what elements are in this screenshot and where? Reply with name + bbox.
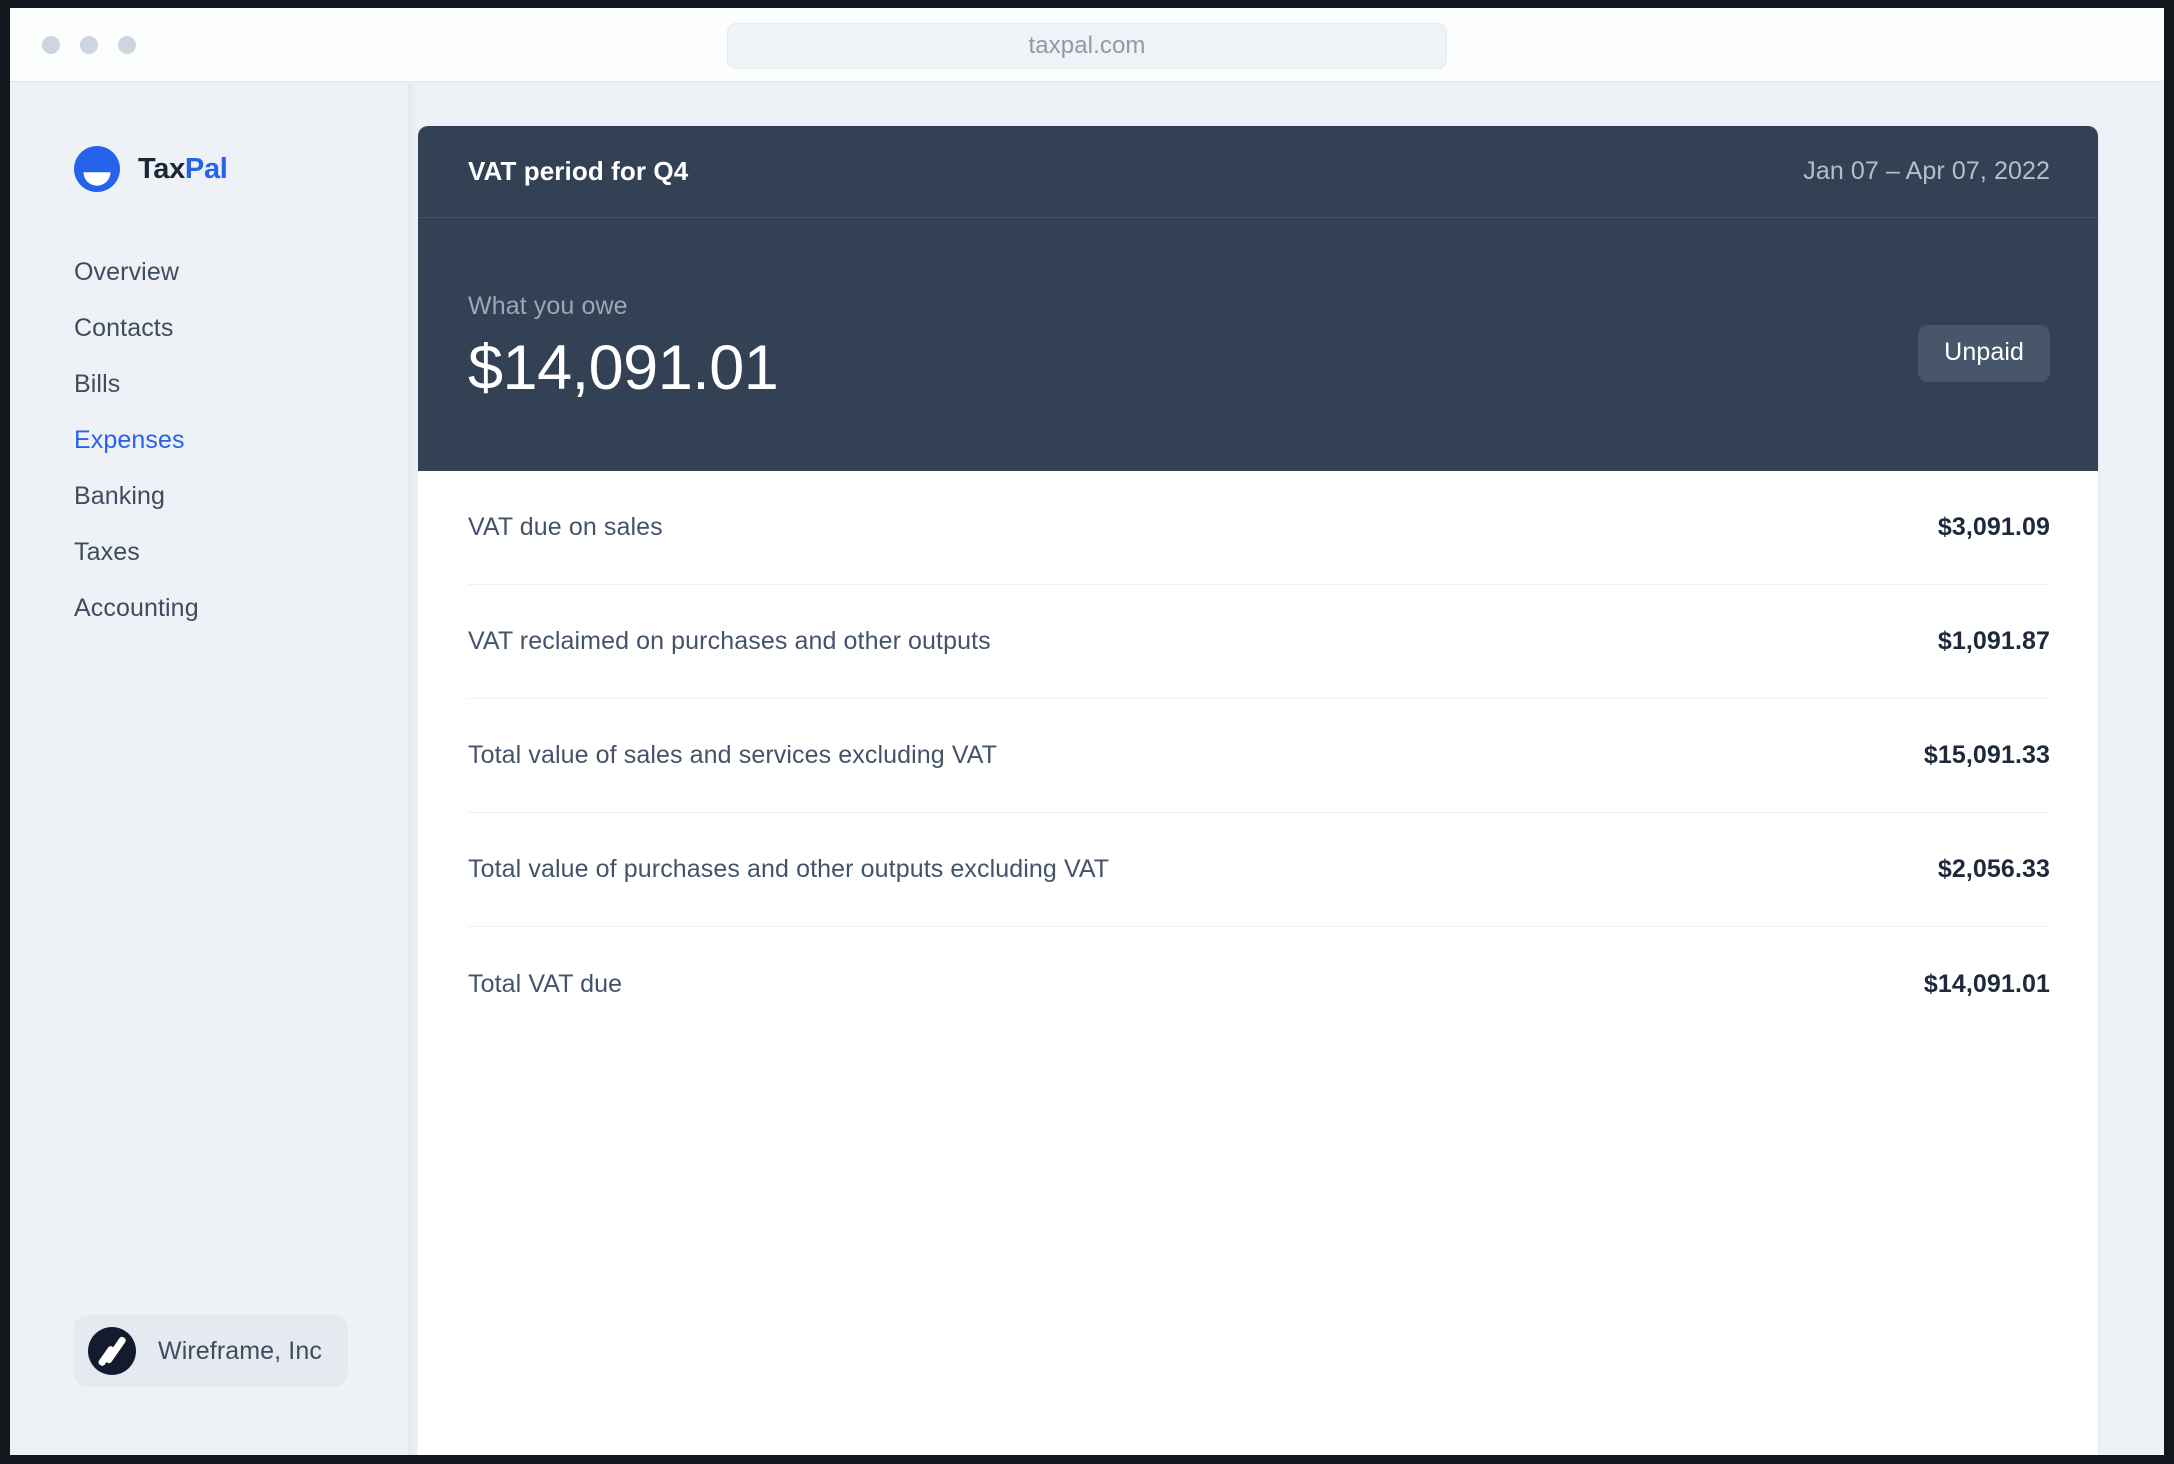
owed-summary-text: What you owe $14,091.01 <box>468 292 779 471</box>
owed-amount: $14,091.01 <box>468 333 779 403</box>
sidebar-item-label: Overview <box>74 257 179 286</box>
vat-breakdown-list: VAT due on sales $3,091.09 VAT reclaimed… <box>418 471 2098 1455</box>
sidebar-item-accounting[interactable]: Accounting <box>10 580 418 636</box>
browser-window: taxpal.com TaxPal <box>10 8 2164 1455</box>
sidebar-nav: Overview Contacts Bills Expenses Banking… <box>10 244 418 636</box>
list-item: Total value of sales and services exclud… <box>468 699 2050 813</box>
list-item: Total value of purchases and other outpu… <box>468 813 2050 927</box>
sidebar-item-expenses[interactable]: Expenses <box>10 412 418 468</box>
close-dot-icon[interactable] <box>42 35 60 54</box>
sidebar-item-bills[interactable]: Bills <box>10 356 418 412</box>
row-label: Total value of purchases and other outpu… <box>468 855 1110 883</box>
sidebar-item-label: Taxes <box>74 537 140 566</box>
row-value: $1,091.87 <box>1937 627 2050 655</box>
maximize-dot-icon[interactable] <box>118 35 136 54</box>
list-item: VAT due on sales $3,091.09 <box>468 471 2050 585</box>
row-value: $3,091.09 <box>1937 513 2050 541</box>
row-value: $15,091.33 <box>1923 741 2050 769</box>
brand[interactable]: TaxPal <box>10 146 418 192</box>
main-content: VAT period for Q4 Jan 07 – Apr 07, 2022 … <box>418 83 2164 1455</box>
list-item: Total VAT due $14,091.01 <box>468 927 2050 1041</box>
vat-period-card: VAT period for Q4 Jan 07 – Apr 07, 2022 … <box>418 126 2098 1455</box>
card-date-range: Jan 07 – Apr 07, 2022 <box>1803 157 2050 185</box>
brand-name: TaxPal <box>138 153 228 186</box>
minimize-dot-icon[interactable] <box>80 35 98 54</box>
sidebar-item-banking[interactable]: Banking <box>10 468 418 524</box>
app-body: TaxPal Overview Contacts Bills Expenses … <box>10 83 2164 1455</box>
sidebar-item-contacts[interactable]: Contacts <box>10 300 418 356</box>
row-label: Total value of sales and services exclud… <box>468 741 998 769</box>
sidebar-item-label: Contacts <box>74 313 174 342</box>
owed-summary: What you owe $14,091.01 Unpaid <box>418 218 2098 471</box>
status-badge[interactable]: Unpaid <box>1918 325 2050 382</box>
traffic-lights <box>42 35 136 54</box>
address-bar[interactable]: taxpal.com <box>727 23 1447 69</box>
org-switcher[interactable]: Wireframe, Inc <box>74 1315 348 1387</box>
owed-label: What you owe <box>468 292 628 320</box>
brand-name-primary: Tax <box>138 152 185 185</box>
taxpal-logo-icon <box>74 146 120 192</box>
sidebar-item-label: Expenses <box>74 425 185 454</box>
brand-name-accent: Pal <box>184 152 228 185</box>
list-item: VAT reclaimed on purchases and other out… <box>468 585 2050 699</box>
org-name: Wireframe, Inc <box>158 1336 322 1365</box>
sidebar-item-label: Banking <box>74 481 166 510</box>
row-label: Total VAT due <box>468 969 623 998</box>
wireframe-slashes-icon <box>88 1327 136 1375</box>
row-value: $2,056.33 <box>1937 855 2050 883</box>
address-bar-url: taxpal.com <box>1028 32 1146 59</box>
card-title: VAT period for Q4 <box>468 156 689 186</box>
row-value: $14,091.01 <box>1923 969 2050 998</box>
row-label: VAT reclaimed on purchases and other out… <box>468 627 991 655</box>
row-label: VAT due on sales <box>468 513 663 541</box>
card-header: VAT period for Q4 Jan 07 – Apr 07, 2022 <box>418 126 2098 218</box>
browser-chrome: taxpal.com <box>10 8 2164 82</box>
sidebar: TaxPal Overview Contacts Bills Expenses … <box>10 83 418 1455</box>
sidebar-item-label: Bills <box>74 369 121 398</box>
sidebar-item-label: Accounting <box>74 593 199 622</box>
sidebar-item-taxes[interactable]: Taxes <box>10 524 418 580</box>
sidebar-item-overview[interactable]: Overview <box>10 244 418 300</box>
